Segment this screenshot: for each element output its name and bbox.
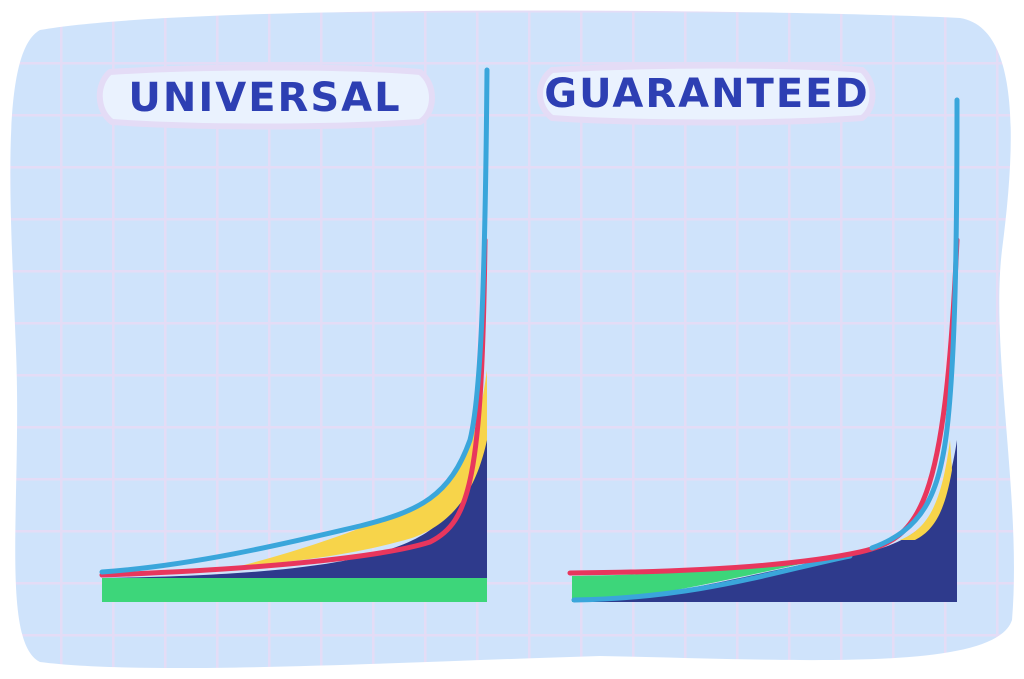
line-blue <box>869 97 960 551</box>
area-green <box>572 558 830 602</box>
line-red <box>99 237 488 578</box>
area-navy <box>590 440 957 602</box>
area-yellow <box>900 440 952 540</box>
line-blue <box>99 67 490 575</box>
panel-title: UNIVERSAL <box>128 75 401 121</box>
area-yellow <box>240 370 487 566</box>
area-green <box>102 578 487 602</box>
label-bubble <box>537 62 876 126</box>
background-blob <box>10 10 1014 669</box>
panel-title: GUARANTEED <box>544 71 869 117</box>
label-bubble <box>96 64 435 130</box>
line-blue <box>571 553 853 603</box>
area-navy <box>102 380 487 578</box>
line-red <box>567 237 960 576</box>
